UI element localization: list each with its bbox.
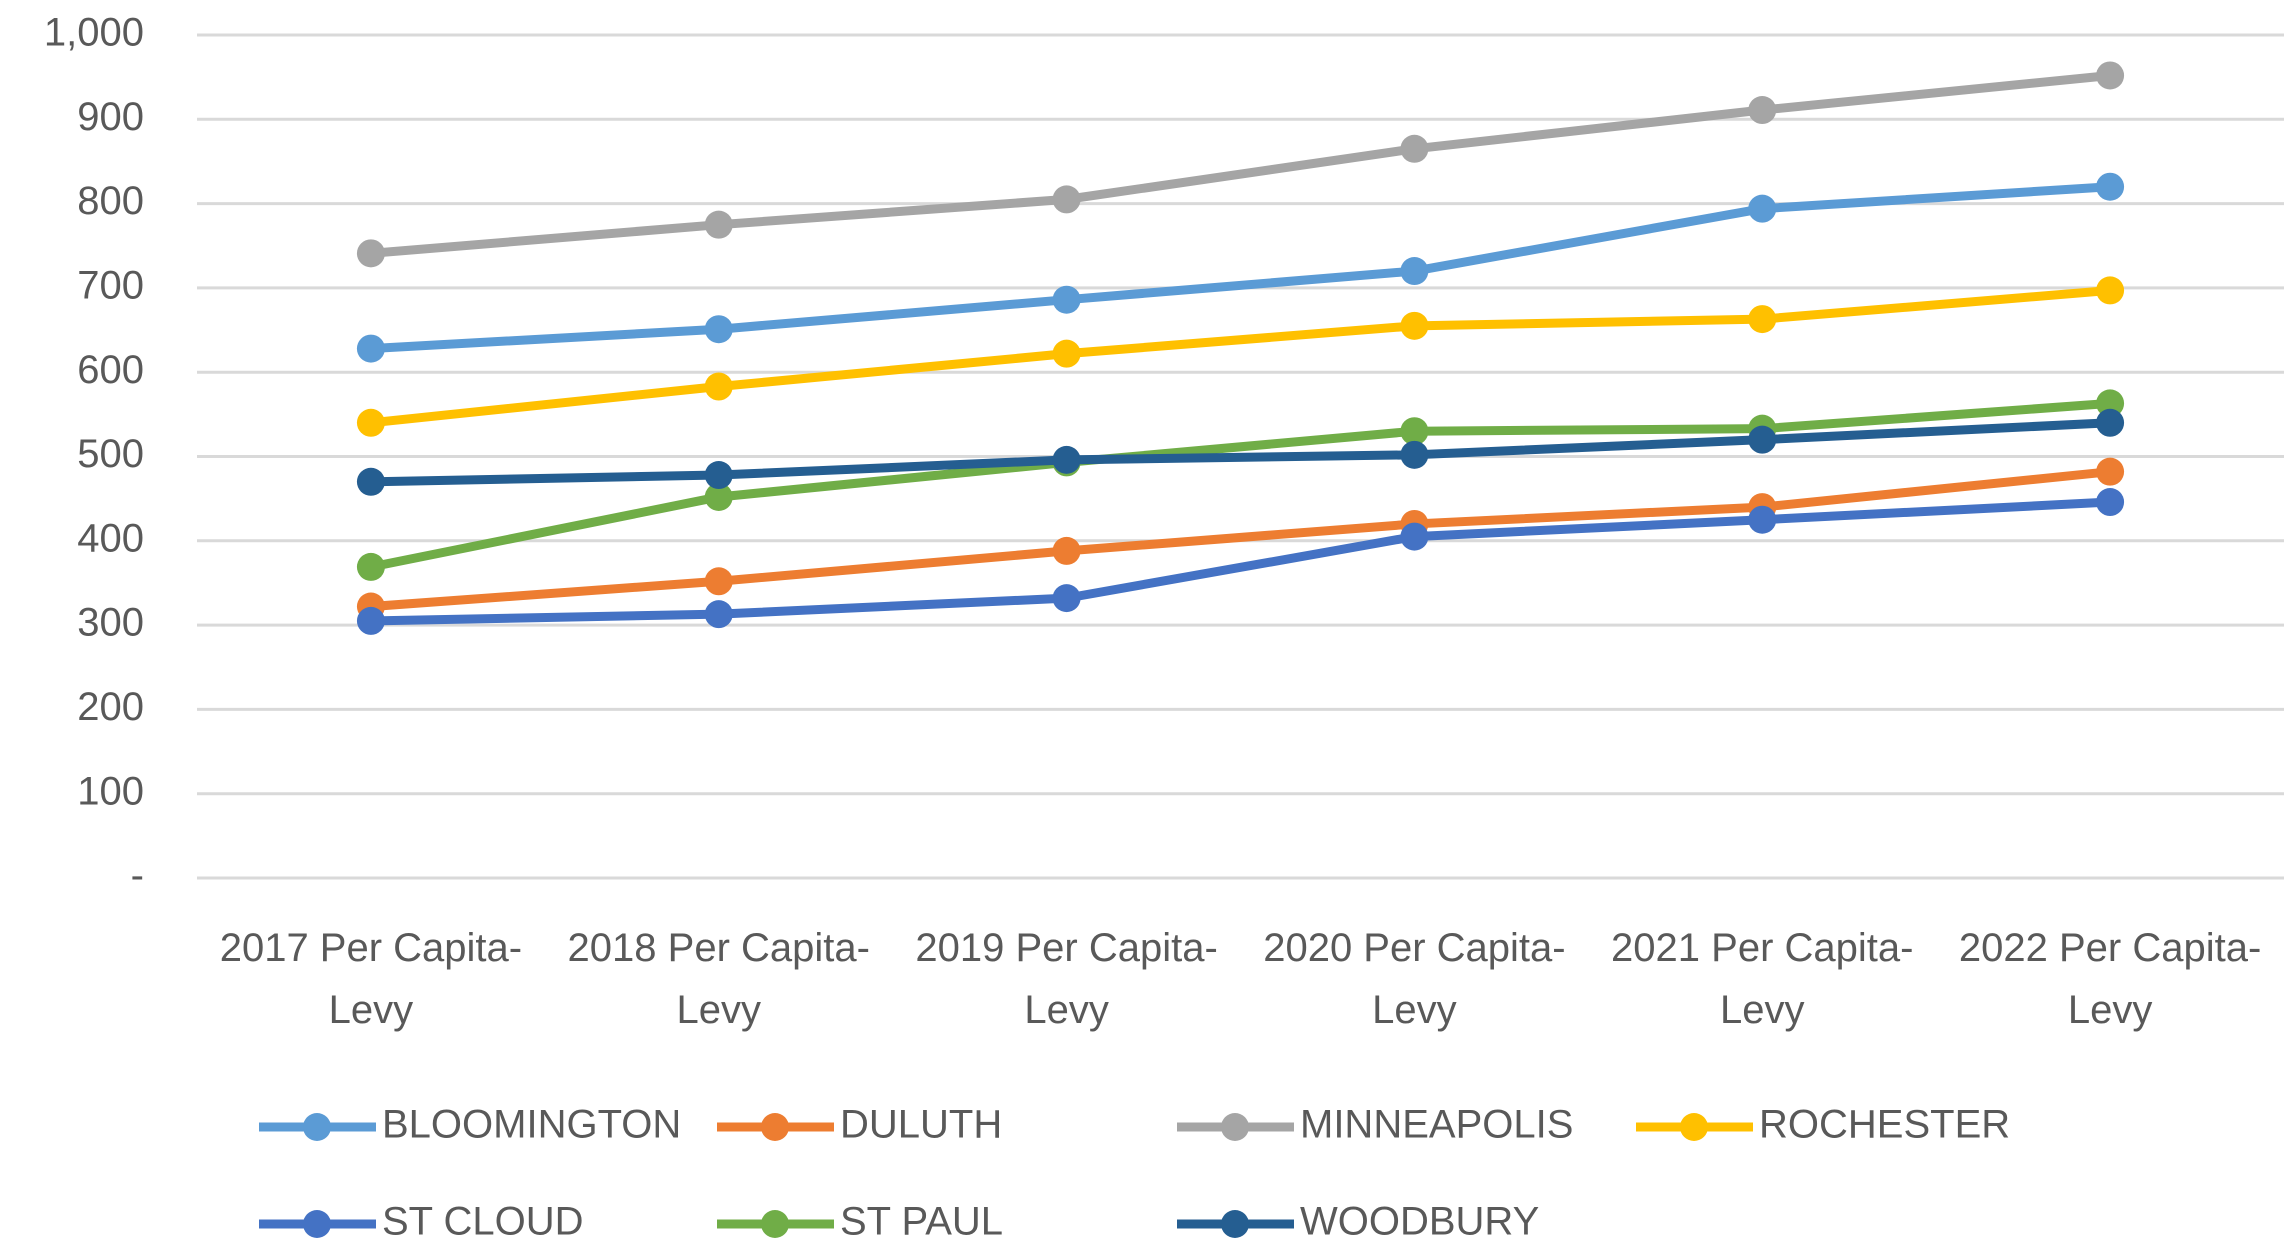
data-point [1400, 417, 1429, 446]
y-tick-label: - [131, 854, 144, 898]
legend-marker [761, 1210, 789, 1238]
y-tick-label: 1,000 [44, 11, 144, 55]
data-point [1052, 285, 1081, 314]
y-tick-label: 500 [77, 432, 144, 476]
x-tick-label: 2019 Per Capita-Levy [915, 926, 1218, 1032]
data-point [2096, 408, 2125, 437]
series-line [370, 70, 2111, 258]
y-tick-label: 200 [77, 685, 144, 729]
data-point [704, 372, 733, 401]
legend-marker [1221, 1210, 1249, 1238]
data-point [2096, 488, 2125, 517]
legend-label: WOODBURY [1300, 1200, 1539, 1244]
legend-label: ROCHESTER [1759, 1103, 2010, 1147]
legend-label: MINNEAPOLIS [1300, 1103, 1573, 1147]
legend-marker [1680, 1113, 1708, 1141]
data-point [2096, 389, 2125, 418]
data-point [704, 567, 733, 596]
data-point [1748, 425, 1777, 454]
data-point [356, 552, 385, 581]
data-point [704, 482, 733, 511]
legend-label: ST CLOUD [382, 1200, 584, 1244]
data-point [2096, 172, 2125, 201]
data-point [2096, 276, 2125, 305]
series-line [370, 418, 2111, 487]
data-point [1400, 440, 1429, 469]
x-tick-label: 2017 Per Capita-Levy [219, 926, 523, 1032]
x-tick-label: 2018 Per Capita-Levy [567, 926, 870, 1032]
legend-label: DULUTH [840, 1103, 1002, 1147]
series-line [370, 285, 2111, 428]
y-tick-label: 600 [77, 348, 144, 392]
data-point [2096, 457, 2125, 486]
data-point [1400, 134, 1429, 163]
legend-marker [761, 1113, 789, 1141]
x-tick-label: 2021 Per Capita-Levy [1611, 926, 1914, 1032]
data-point [2096, 61, 2125, 90]
legend-marker [303, 1113, 331, 1141]
data-point [1052, 584, 1081, 613]
data-point [356, 408, 385, 437]
data-point [1748, 96, 1777, 125]
y-tick-label: 800 [77, 179, 144, 223]
legend-marker [303, 1210, 331, 1238]
data-point [356, 467, 385, 496]
y-tick-label: 100 [77, 769, 144, 813]
data-point [1748, 505, 1777, 534]
data-point [1052, 536, 1081, 565]
x-tick-label: 2020 Per Capita-Levy [1263, 926, 1566, 1032]
data-point [356, 606, 385, 635]
data-point [1748, 305, 1777, 334]
series-line [370, 497, 2111, 626]
data-point [704, 600, 733, 629]
data-point [704, 315, 733, 344]
x-tick-label: 2022 Per Capita-Levy [1958, 926, 2262, 1032]
data-point [1400, 311, 1429, 340]
y-tick-label: 400 [77, 516, 144, 560]
legend-marker [1221, 1113, 1249, 1141]
data-point [1400, 257, 1429, 286]
data-point [1052, 185, 1081, 214]
y-tick-label: 900 [77, 95, 144, 139]
data-point [356, 239, 385, 268]
legend-label: BLOOMINGTON [382, 1103, 681, 1147]
data-point [1748, 194, 1777, 223]
data-point [704, 210, 733, 239]
y-tick-label: 700 [77, 263, 144, 307]
data-point [1400, 522, 1429, 551]
data-point [704, 461, 733, 490]
data-point [356, 334, 385, 363]
legend-label: ST PAUL [840, 1200, 1003, 1244]
series-line [370, 467, 2111, 612]
series-line [370, 182, 2111, 354]
series-line [370, 398, 2111, 572]
data-point [1052, 445, 1081, 474]
data-point [1052, 339, 1081, 368]
y-tick-label: 300 [77, 601, 144, 645]
